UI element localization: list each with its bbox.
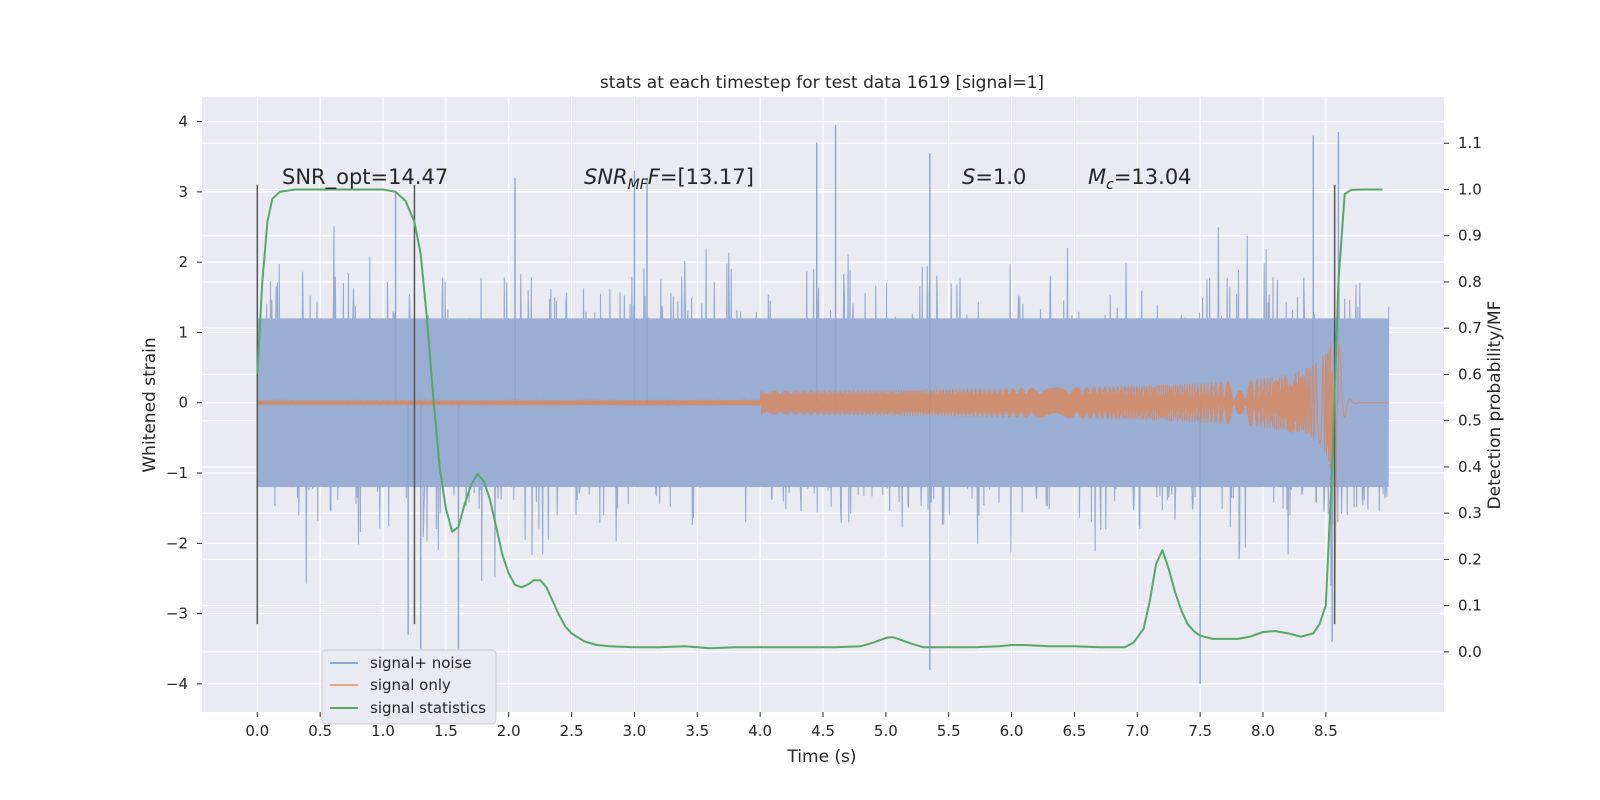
right-y-tick-label: 0.4: [1458, 458, 1482, 476]
x-tick-label: 5.0: [874, 722, 898, 740]
y-tick-label: 2: [178, 253, 188, 271]
y-tick-label: −4: [166, 675, 188, 693]
right-y-tick-label: 0.3: [1458, 504, 1482, 522]
y-tick-label: 1: [178, 323, 188, 341]
x-tick-label: 0.0: [245, 722, 269, 740]
x-tick-label: 2.5: [560, 722, 584, 740]
right-y-tick-label: 1.1: [1458, 134, 1482, 152]
annotation-snr-opt: SNR_opt=14.47: [282, 165, 448, 190]
x-tick-label: 2.0: [497, 722, 521, 740]
x-tick-label: 7.0: [1125, 722, 1149, 740]
legend-label-signal: signal only: [370, 676, 451, 694]
x-axis-title: Time (s): [786, 747, 856, 767]
y-tick-labels: −4 −3 −2 −1 0 1 2 3 4: [166, 113, 202, 693]
y-tick-label: 4: [178, 113, 188, 131]
annotation-mc-rest: =13.04: [1114, 165, 1192, 189]
right-y-tick-label: 0.2: [1458, 550, 1482, 568]
right-y-tick-label: 0.7: [1458, 319, 1482, 337]
x-tick-labels: 0.0 0.5 1.0 1.5 2.0 2.5 3.0 3.5 4.0 4.5 5.0 5.5 6.0 6…: [245, 712, 1338, 740]
x-tick-label: 3.5: [685, 722, 709, 740]
x-tick-label: 6.5: [1062, 722, 1086, 740]
x-tick-label: 8.0: [1251, 722, 1275, 740]
right-y-tick-label: 0.9: [1458, 227, 1482, 245]
x-tick-label: 6.0: [1000, 722, 1024, 740]
statistic-series-layer: [256, 188, 1383, 650]
y-axis-title: Whitened strain: [140, 337, 160, 472]
annotation-s: S=1.0: [962, 165, 1026, 189]
y-tick-label: 3: [178, 183, 188, 201]
annotation-snr-mf: SNRMFF=[13.17]: [584, 165, 754, 193]
legend-label-noise: signal+ noise: [370, 654, 472, 672]
x-tick-label: 1.0: [371, 722, 395, 740]
annotation-snr-mf-rest: =[13.17]: [660, 165, 754, 189]
right-y-tick-labels: 0.0 0.1 0.2 0.3 0.4 0.5 0.6 0.7 0.8 0.9 1.0 1.1: [1444, 134, 1482, 661]
signal-series-layer: [256, 342, 1389, 607]
annotation-snr-mf-main: SNR: [584, 165, 628, 189]
annotation-snr-mf-sub: MF: [628, 177, 649, 193]
right-y-tick-label: 0.8: [1458, 273, 1482, 291]
legend: signal+ noise signal only signal statist…: [321, 649, 497, 725]
x-tick-label: 1.5: [434, 722, 458, 740]
x-tick-label: 3.0: [623, 722, 647, 740]
x-tick-label: 5.5: [937, 722, 961, 740]
x-tick-label: 8.5: [1314, 722, 1338, 740]
y-tick-label: −3: [166, 605, 188, 623]
y-tick-label: 0: [178, 394, 188, 412]
annotation-mc: Mc=13.04: [1088, 165, 1192, 193]
right-y-tick-label: 0.6: [1458, 365, 1482, 383]
x-tick-label: 4.0: [748, 722, 772, 740]
annotation-mc-sub: c: [1106, 177, 1114, 193]
y-tick-label: −2: [166, 534, 188, 552]
annotation-s-rest: =1.0: [975, 165, 1026, 189]
right-y-tick-label: 0.1: [1458, 597, 1482, 615]
x-tick-label: 0.5: [308, 722, 332, 740]
right-y-tick-label: 0.5: [1458, 412, 1482, 430]
legend-label-statistic: signal statistics: [370, 699, 486, 717]
right-y-tick-label: 0.0: [1458, 643, 1482, 661]
x-tick-label: 4.5: [811, 722, 835, 740]
legend-box: [321, 649, 497, 725]
chart-title: stats at each timestep for test data 161…: [600, 73, 1044, 93]
right-y-tick-label: 1.0: [1458, 180, 1482, 198]
right-y-axis-title: Detection probability/MF: [1485, 301, 1505, 510]
x-tick-label: 7.5: [1188, 722, 1212, 740]
statistic-series-line: [256, 188, 1383, 650]
annotation-mc-main: M: [1088, 165, 1106, 189]
signal-series-line: [256, 342, 1389, 607]
annotation-s-main: S: [962, 165, 975, 189]
y-tick-label: −1: [166, 464, 188, 482]
annotation-snr-mf-f: F: [648, 165, 661, 189]
